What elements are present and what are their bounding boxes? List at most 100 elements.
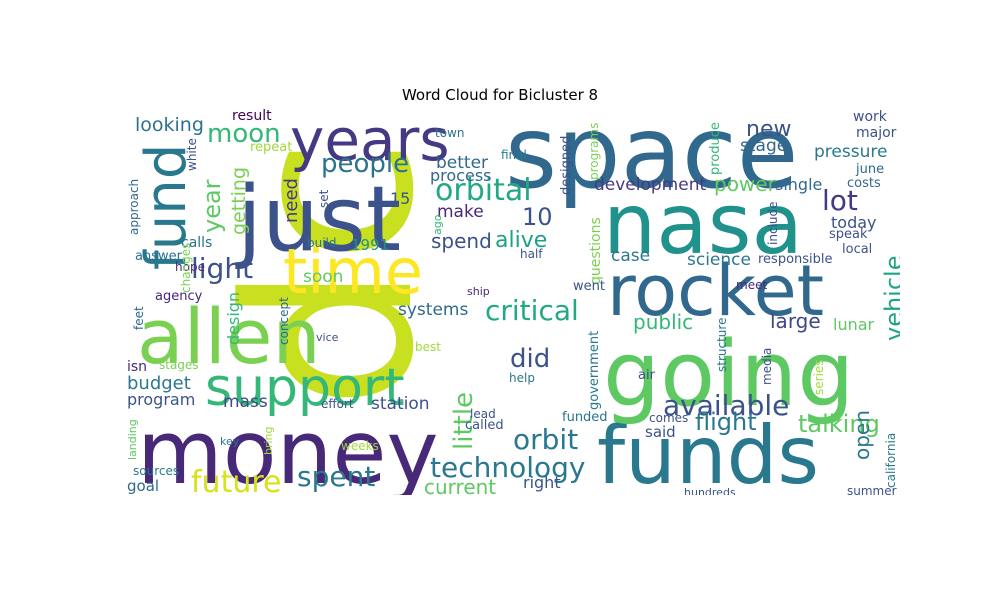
word-flight: flight xyxy=(695,408,757,436)
word-15: 15 xyxy=(390,189,410,208)
word-make: make xyxy=(437,202,484,222)
word-light: light xyxy=(191,252,253,285)
word-calls: calls xyxy=(181,235,212,251)
word-include: include xyxy=(766,202,780,245)
word-program: program xyxy=(127,390,195,409)
word-lead: lead xyxy=(470,407,496,421)
word-public: public xyxy=(633,310,693,334)
word-need: need xyxy=(281,178,302,223)
word-best: best xyxy=(415,340,441,354)
word-changes: changes xyxy=(179,243,193,293)
word-design: design xyxy=(224,292,243,345)
word-series: series xyxy=(812,359,826,395)
word-new: new xyxy=(746,117,791,142)
word-science: science xyxy=(687,250,751,270)
word-rocket: rocket xyxy=(607,250,824,332)
word-spent: spent xyxy=(297,460,375,493)
word-air: air xyxy=(638,368,656,383)
word-little: little xyxy=(449,392,479,450)
word-technology: technology xyxy=(430,451,585,484)
word-systems: systems xyxy=(398,300,468,320)
word-final: final xyxy=(501,148,527,162)
word-result: result xyxy=(232,108,272,124)
word-stage: stage xyxy=(740,136,787,156)
word-costs: costs xyxy=(847,176,881,191)
word-white: white xyxy=(185,138,199,171)
word-open: open xyxy=(850,410,874,460)
word-speak: speak xyxy=(829,227,868,242)
word-structure: structure xyxy=(715,318,729,372)
word-orbit: orbit xyxy=(513,423,578,456)
word-year: year xyxy=(198,179,226,233)
word-isn: isn xyxy=(127,359,147,375)
word-bring: bring xyxy=(262,426,275,455)
chart-title: Word Cloud for Bicluster 8 xyxy=(401,86,599,104)
word-questions: questions xyxy=(588,217,604,285)
word-funds: funds xyxy=(597,409,819,495)
word-better: better xyxy=(436,153,488,173)
word-went: went xyxy=(573,279,605,294)
word-said: said xyxy=(645,423,676,441)
word-called: called xyxy=(465,418,504,433)
word-future: future xyxy=(191,465,281,495)
word-hope: hope xyxy=(175,260,205,274)
word-summer: summer xyxy=(847,484,897,495)
word-town: town xyxy=(435,126,464,140)
word-critical: critical xyxy=(485,294,579,327)
word-local: local xyxy=(842,242,872,257)
word-available: available xyxy=(663,389,789,422)
word-work: work xyxy=(853,109,888,125)
word-case: case xyxy=(611,246,650,266)
word-going: going xyxy=(603,322,854,427)
word-development: development xyxy=(594,175,706,195)
word-set: set xyxy=(317,189,331,208)
word-key: key xyxy=(220,435,240,448)
word-ship: ship xyxy=(467,285,490,298)
word-vehicle: vehicle xyxy=(880,256,900,341)
word-programs: programs xyxy=(587,123,601,180)
word-comes: comes xyxy=(649,411,688,425)
word-fund: fund xyxy=(134,144,199,270)
word-soon: soon xyxy=(303,267,343,287)
word-moon: moon xyxy=(207,119,281,149)
word-station: station xyxy=(371,394,430,414)
word-power: power xyxy=(714,172,777,196)
word-did: did xyxy=(510,344,550,374)
word-cloud: dc space just nasa money funds going allen rocke… xyxy=(125,105,900,495)
word-media: media xyxy=(760,348,774,385)
word-single: single xyxy=(775,175,822,194)
word-approach: approach xyxy=(127,179,141,235)
word-space: space xyxy=(505,105,798,211)
word-budget: budget xyxy=(127,373,191,394)
word-goal: goal xyxy=(127,477,159,495)
word-feet: feet xyxy=(132,306,146,330)
word-today: today xyxy=(831,213,877,232)
word-alive: alive xyxy=(495,228,547,253)
word-dc: dc xyxy=(198,138,465,410)
word-repeat: repeat xyxy=(250,140,292,155)
word-major: major xyxy=(856,125,897,141)
word-produce: produce xyxy=(708,122,723,175)
word-talking: talking xyxy=(798,410,880,438)
word-10: 10 xyxy=(522,203,553,231)
word-funded: funded xyxy=(562,410,608,425)
word-stages: stages xyxy=(159,358,199,372)
word-1991: 1991 xyxy=(351,236,389,254)
word-time: time xyxy=(283,235,423,308)
word-process: process xyxy=(430,166,491,185)
word-meet: meet xyxy=(736,278,767,292)
word-landing: landing xyxy=(126,419,139,460)
word-build: build xyxy=(307,236,337,250)
word-allen: allen xyxy=(137,292,321,381)
word-lunar: lunar xyxy=(833,315,875,334)
word-june: june xyxy=(855,162,884,177)
word-effort: effort xyxy=(321,397,354,411)
word-money: money xyxy=(137,401,439,495)
word-just: just xyxy=(235,167,401,272)
word-sources: sources xyxy=(133,464,179,478)
word-getting: getting xyxy=(228,167,250,235)
word-government: government xyxy=(587,331,602,410)
word-responsible: responsible xyxy=(758,252,833,267)
word-spend: spend xyxy=(431,229,492,253)
word-pressure: pressure xyxy=(814,142,887,162)
